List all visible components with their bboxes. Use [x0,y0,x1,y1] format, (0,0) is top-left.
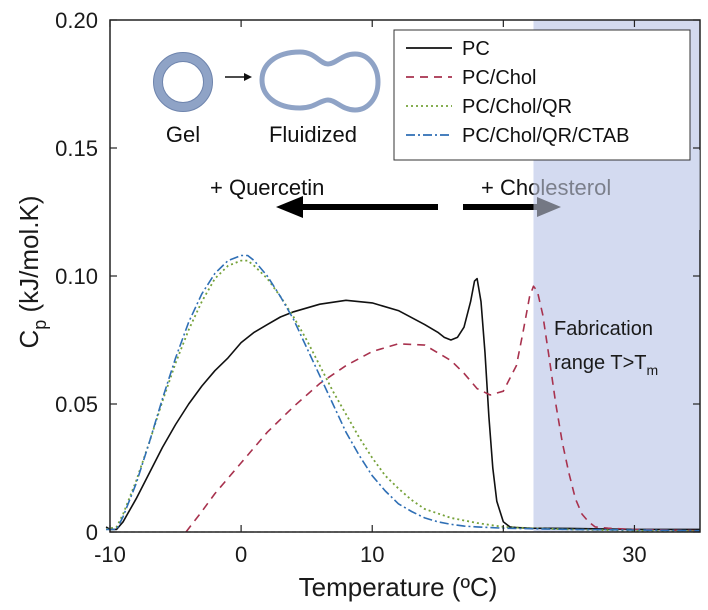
x-tick-label: 20 [491,542,515,567]
fabrication-label-sub: m [646,362,658,378]
y-axis-label-rest: (kJ/mol.K) [14,195,44,319]
legend-label: PC/Chol/QR [462,96,572,118]
series-group [105,254,701,533]
x-tick-label: 0 [235,542,247,567]
fluidized-vesicle-icon [259,49,381,113]
y-tick-label: 0.15 [55,136,98,161]
fabrication-label-text: range T>T [554,352,646,374]
y-axis-label: Cp (kJ/mol.K) [14,195,50,348]
quercetin-annotation: + Quercetin [210,175,324,200]
legend-label: PC/Chol/QR/CTAB [462,125,629,147]
legend-label: PC/Chol [462,67,536,89]
y-tick-label: 0.10 [55,264,98,289]
y-tick-label: 0 [86,520,98,545]
vesicle-illustration: Gel Fluidized [153,49,381,147]
legend-box [393,29,691,161]
gel-vesicle-icon [153,52,213,112]
legend-label: PC [462,38,490,60]
y-tick-label: 0.05 [55,392,98,417]
series-line-pc [105,277,700,531]
x-tick-label: 10 [360,542,384,567]
x-tick-label: -10 [94,542,126,567]
fluidized-label: Fluidized [269,122,357,147]
series-line-pc-chol [185,285,701,533]
x-tick-label: 30 [622,542,646,567]
y-axis-label-main: C [14,330,44,349]
gel-label: Gel [166,122,200,147]
y-axis-label-sub: p [30,320,50,330]
fabrication-label-line2: range T>Tm [554,352,658,378]
series-line-pc-chol-qr [105,259,701,533]
fabrication-label-line1: Fabrication [554,318,653,340]
series-line-pc-chol-qr-ctab [106,254,701,532]
fabrication-range-overlay [533,150,700,230]
y-tick-label: 0.20 [55,8,98,33]
legend: PC PC/Chol PC/Chol/QR PC/Chol/QR/CTAB [393,29,691,161]
x-axis-label: Temperature (ºC) [299,572,498,602]
